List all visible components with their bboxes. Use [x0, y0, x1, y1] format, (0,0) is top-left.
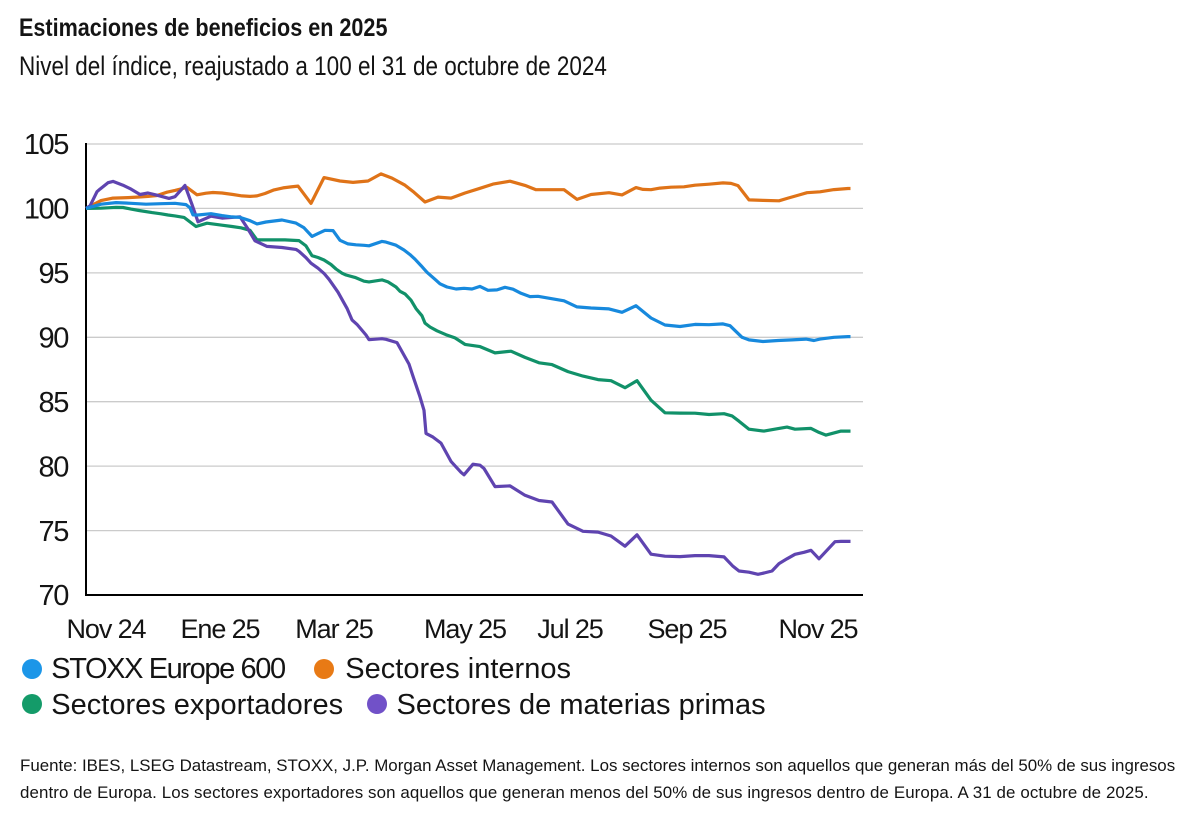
svg-text:105: 105	[24, 129, 68, 161]
svg-text:Nov 24: Nov 24	[67, 614, 147, 644]
svg-text:75: 75	[39, 516, 69, 548]
svg-text:95: 95	[39, 258, 69, 290]
svg-text:100: 100	[24, 194, 68, 226]
svg-text:70: 70	[39, 580, 69, 612]
svg-text:May 25: May 25	[424, 614, 506, 644]
svg-text:Sep 25: Sep 25	[648, 614, 727, 644]
svg-text:80: 80	[39, 451, 69, 483]
svg-text:90: 90	[39, 323, 69, 355]
svg-text:Nov 25: Nov 25	[779, 614, 858, 644]
svg-text:85: 85	[39, 387, 69, 419]
svg-text:Jul 25: Jul 25	[537, 614, 603, 644]
svg-text:Ene 25: Ene 25	[181, 614, 260, 644]
svg-text:Mar 25: Mar 25	[295, 614, 373, 644]
